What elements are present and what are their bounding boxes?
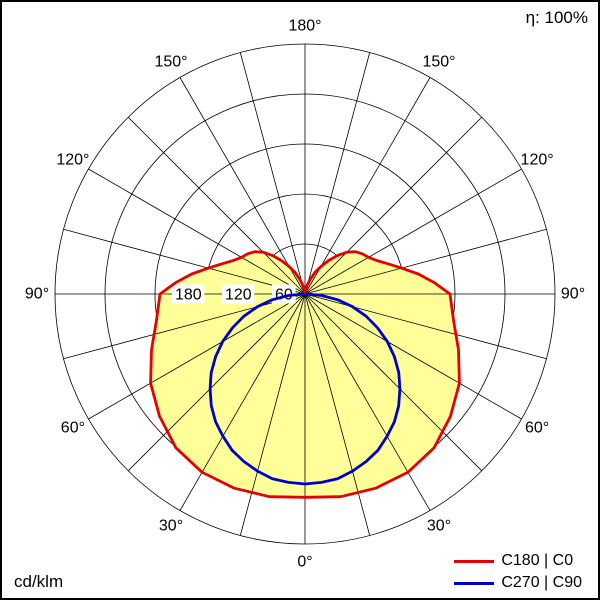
angle-label: 0°: [297, 554, 312, 571]
grid-radial-line: [304, 293, 483, 472]
grid-radial-line: [304, 52, 371, 295]
curve-c270-c90: [208, 292, 402, 486]
grid-radial-line: [304, 77, 431, 295]
grid-radial-line: [304, 228, 547, 295]
legend: C180 | C0 C270 | C90: [454, 550, 582, 594]
grid-radial-line: [304, 293, 431, 511]
legend-line-blue: [454, 581, 495, 585]
angle-label: 90°: [25, 286, 49, 303]
radial-tick-bg: [222, 284, 255, 304]
curve-c180-c0: [149, 250, 461, 499]
grid-radial-line: [304, 168, 522, 295]
legend-label-c90: C270 | C90: [501, 574, 582, 591]
unit-label: cd/klm: [14, 572, 64, 591]
angle-label: 180°: [288, 18, 321, 35]
radial-tick-bg: [172, 284, 205, 304]
grid-radial-line: [63, 228, 306, 295]
legend-item-c90: C270 | C90: [454, 572, 582, 594]
grid-radial-line: [179, 293, 306, 511]
grid-radial-line: [127, 293, 306, 472]
angle-label: 30°: [427, 518, 451, 535]
angle-label: 120°: [521, 152, 554, 169]
angle-label: 60°: [525, 420, 549, 437]
angle-label: 120°: [56, 152, 89, 169]
grid-radial-line: [88, 168, 306, 295]
grid-radial-line: [127, 116, 306, 295]
grid-radial-line: [304, 293, 371, 536]
angle-label: 90°: [561, 286, 585, 303]
legend-line-red: [454, 559, 495, 563]
angle-label: 150°: [422, 53, 455, 70]
legend-label-c0: C180 | C0: [501, 552, 574, 569]
grid-radial-line: [304, 116, 483, 295]
grid-radial-line: [304, 293, 522, 420]
radial-tick-label: 180: [175, 287, 202, 304]
grid-radial-line: [88, 293, 306, 420]
grid-radial-line: [179, 77, 306, 295]
grid-radial-line: [239, 52, 306, 295]
grid-radial-line: [239, 293, 306, 536]
radial-tick-label: 120: [225, 287, 252, 304]
legend-item-c0: C180 | C0: [454, 550, 582, 572]
angle-label: 150°: [154, 53, 187, 70]
angle-label: 30°: [159, 518, 183, 535]
efficiency-label: η: 100%: [525, 8, 588, 27]
angle-label: 60°: [61, 420, 85, 437]
